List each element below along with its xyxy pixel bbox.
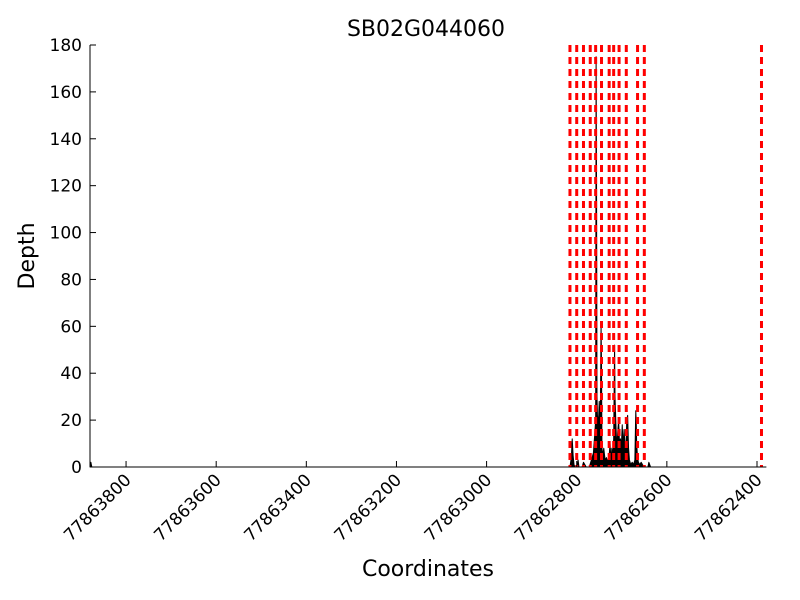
y-tick-label: 60 — [60, 317, 82, 337]
y-tick-label: 160 — [50, 83, 82, 103]
depth-series-area — [89, 56, 767, 468]
x-tick-label: 77862800 — [511, 470, 586, 545]
y-tick-label: 120 — [50, 177, 82, 197]
y-tick-label: 80 — [60, 270, 82, 290]
y-tick-label: 0 — [71, 458, 82, 478]
y-tick-label: 100 — [50, 224, 82, 244]
y-tick-label: 20 — [60, 411, 82, 431]
y-tick-label: 180 — [50, 36, 82, 56]
y-axis-label: Depth — [15, 222, 40, 289]
x-tick-label: 77863200 — [331, 470, 406, 545]
x-tick-label: 77863000 — [421, 470, 496, 545]
chart-title: SB02G044060 — [347, 17, 505, 42]
x-tick-label: 77862400 — [691, 470, 766, 545]
x-tick-label: 77863400 — [241, 470, 316, 545]
x-tick-label: 77862600 — [601, 470, 676, 545]
y-tick-label: 140 — [50, 130, 82, 150]
axes: 0 20 40 60 80 100 120 140 160 180 77863800 77863600… — [50, 36, 767, 546]
x-tick-label: 77863600 — [150, 470, 225, 545]
x-axis-label: Coordinates — [362, 557, 494, 582]
x-tick-label: 77863800 — [60, 470, 135, 545]
y-tick-label: 40 — [60, 364, 82, 384]
plot-area — [89, 45, 767, 468]
